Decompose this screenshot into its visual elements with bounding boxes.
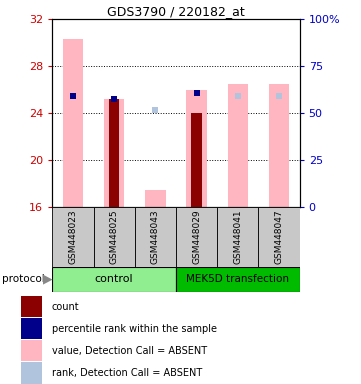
Bar xyxy=(21,318,42,339)
Bar xyxy=(176,267,300,292)
Text: GSM448029: GSM448029 xyxy=(192,210,201,265)
Bar xyxy=(191,113,202,207)
Text: MEK5D transfection: MEK5D transfection xyxy=(186,274,289,285)
Text: value, Detection Call = ABSENT: value, Detection Call = ABSENT xyxy=(52,346,207,356)
Text: rank, Detection Call = ABSENT: rank, Detection Call = ABSENT xyxy=(52,368,202,378)
Bar xyxy=(258,207,300,267)
Bar xyxy=(145,190,166,207)
Bar xyxy=(21,296,42,317)
Text: ▶: ▶ xyxy=(43,273,52,286)
Text: protocol: protocol xyxy=(2,274,44,285)
Bar xyxy=(21,362,42,384)
Bar xyxy=(104,99,125,207)
Bar xyxy=(176,207,217,267)
Text: count: count xyxy=(52,302,79,312)
Bar xyxy=(217,207,258,267)
Bar xyxy=(109,99,119,207)
Text: GSM448047: GSM448047 xyxy=(274,210,283,265)
Bar xyxy=(135,207,176,267)
Bar xyxy=(52,207,93,267)
Text: GSM448041: GSM448041 xyxy=(233,210,242,265)
Text: control: control xyxy=(95,274,134,285)
Bar xyxy=(21,340,42,361)
Title: GDS3790 / 220182_at: GDS3790 / 220182_at xyxy=(107,5,245,18)
Bar xyxy=(269,84,289,207)
Bar xyxy=(186,90,207,207)
Text: percentile rank within the sample: percentile rank within the sample xyxy=(52,324,217,334)
Text: GSM448025: GSM448025 xyxy=(110,210,119,265)
Text: GSM448023: GSM448023 xyxy=(69,210,78,265)
Bar xyxy=(52,267,176,292)
Bar xyxy=(63,39,83,207)
Bar xyxy=(227,84,248,207)
Bar xyxy=(93,207,135,267)
Text: GSM448043: GSM448043 xyxy=(151,210,160,265)
